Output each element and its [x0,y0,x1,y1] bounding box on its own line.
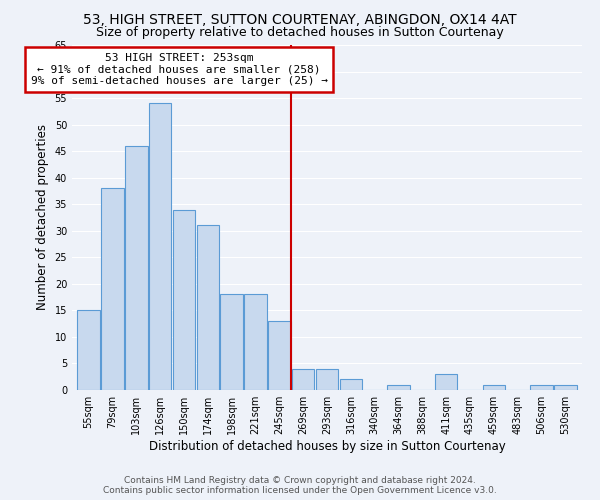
Bar [530,384,553,390]
Bar [244,294,267,390]
Bar [292,369,314,390]
Bar [101,188,124,390]
Bar [149,104,172,390]
Bar [554,384,577,390]
Bar [220,294,243,390]
Bar [77,310,100,390]
Text: 53 HIGH STREET: 253sqm
← 91% of detached houses are smaller (258)
9% of semi-det: 53 HIGH STREET: 253sqm ← 91% of detached… [31,53,328,86]
Bar [482,384,505,390]
Text: 53, HIGH STREET, SUTTON COURTENAY, ABINGDON, OX14 4AT: 53, HIGH STREET, SUTTON COURTENAY, ABING… [83,12,517,26]
Bar [435,374,457,390]
Text: Contains HM Land Registry data © Crown copyright and database right 2024.
Contai: Contains HM Land Registry data © Crown c… [103,476,497,495]
Bar [316,369,338,390]
Y-axis label: Number of detached properties: Number of detached properties [36,124,49,310]
Text: Size of property relative to detached houses in Sutton Courtenay: Size of property relative to detached ho… [96,26,504,39]
Bar [125,146,148,390]
X-axis label: Distribution of detached houses by size in Sutton Courtenay: Distribution of detached houses by size … [149,440,505,453]
Bar [173,210,196,390]
Bar [340,380,362,390]
Bar [387,384,410,390]
Bar [197,226,219,390]
Bar [268,321,290,390]
